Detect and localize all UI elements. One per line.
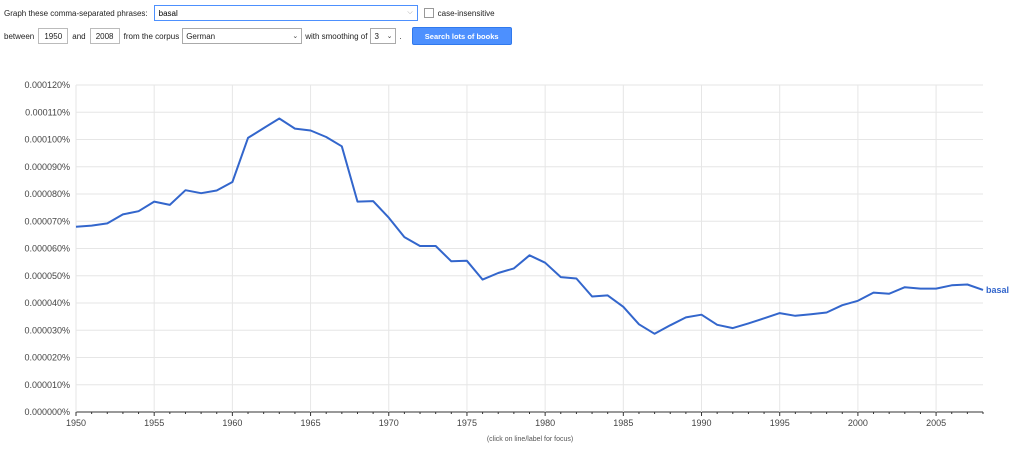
- y-tick-label: 0.000000%: [24, 407, 70, 417]
- smoothing-select[interactable]: 3 ⌄: [370, 28, 397, 44]
- x-tick-label: 1965: [301, 418, 321, 428]
- query-row: Graph these comma-separated phrases: ⌵ c…: [4, 4, 495, 22]
- phrases-label: Graph these comma-separated phrases:: [4, 8, 148, 18]
- phrases-input[interactable]: [154, 6, 403, 20]
- x-tick-label: 1985: [613, 418, 633, 428]
- search-button[interactable]: Search lots of books: [411, 27, 512, 45]
- phrases-input-box[interactable]: ⌵: [153, 5, 418, 21]
- case-insensitive-label: case-insensitive: [437, 8, 495, 18]
- y-tick-label: 0.000040%: [24, 298, 70, 308]
- x-tick-label: 1955: [144, 418, 164, 428]
- x-axis: 1950 1955 1960 1965 1970 1975 1980 1985 1990 1995…: [66, 412, 984, 428]
- y-tick-label: 0.000050%: [24, 271, 70, 281]
- case-insensitive-checkbox[interactable]: [423, 8, 434, 18]
- focus-hint: (click on line/label for focus): [487, 436, 573, 443]
- series-line-basal[interactable]: [75, 117, 984, 335]
- y-tick-label: 0.000120%: [24, 80, 70, 90]
- y-tick-label: 0.000080%: [24, 189, 70, 199]
- x-tick-label: 1970: [379, 418, 399, 428]
- y-tick-label: 0.000010%: [24, 380, 70, 390]
- chart-series[interactable]: basal: [75, 117, 1009, 335]
- x-tick-label: 1995: [770, 418, 790, 428]
- y-tick-label: 0.000030%: [24, 325, 70, 335]
- y-tick-label: 0.000090%: [24, 162, 70, 172]
- chevron-down-icon: ⌄: [292, 33, 299, 40]
- x-tick-label: 1975: [457, 418, 477, 428]
- year-start-input[interactable]: 1950: [38, 28, 69, 44]
- chevron-down-icon: ⌄: [386, 33, 393, 40]
- x-tick-label: 1980: [535, 418, 555, 428]
- period-label: .: [399, 31, 402, 41]
- and-label: and: [72, 31, 86, 41]
- y-tick-label: 0.000070%: [24, 216, 70, 226]
- options-row: between 1950 and 2008 from the corpus Ge…: [4, 27, 512, 45]
- year-end-input[interactable]: 2008: [89, 28, 120, 44]
- x-tick-label: 2005: [926, 418, 946, 428]
- x-tick-label: 1990: [692, 418, 712, 428]
- y-tick-label: 0.000100%: [24, 135, 70, 145]
- series-label[interactable]: basal: [986, 285, 1009, 295]
- chart-grid: [75, 84, 983, 413]
- y-tick-label: 0.000060%: [24, 244, 70, 254]
- x-tick-label: 1960: [222, 418, 242, 428]
- y-axis: 0.000000% 0.000010% 0.000020% 0.000030% 0.00…: [24, 80, 70, 417]
- y-tick-label: 0.000110%: [25, 107, 70, 117]
- corpus-select-value: German: [186, 31, 216, 41]
- y-tick-label: 0.000020%: [24, 353, 70, 363]
- smoothing-label: with smoothing of: [305, 31, 368, 41]
- x-tick-label: 1950: [66, 418, 86, 428]
- corpus-select[interactable]: German ⌄: [182, 28, 303, 44]
- corpus-label: from the corpus: [123, 31, 180, 41]
- between-label: between: [4, 31, 35, 41]
- smoothing-select-value: 3: [374, 31, 379, 41]
- x-tick-label: 2000: [848, 418, 868, 428]
- dropdown-arrow-icon[interactable]: ⌵: [407, 9, 413, 16]
